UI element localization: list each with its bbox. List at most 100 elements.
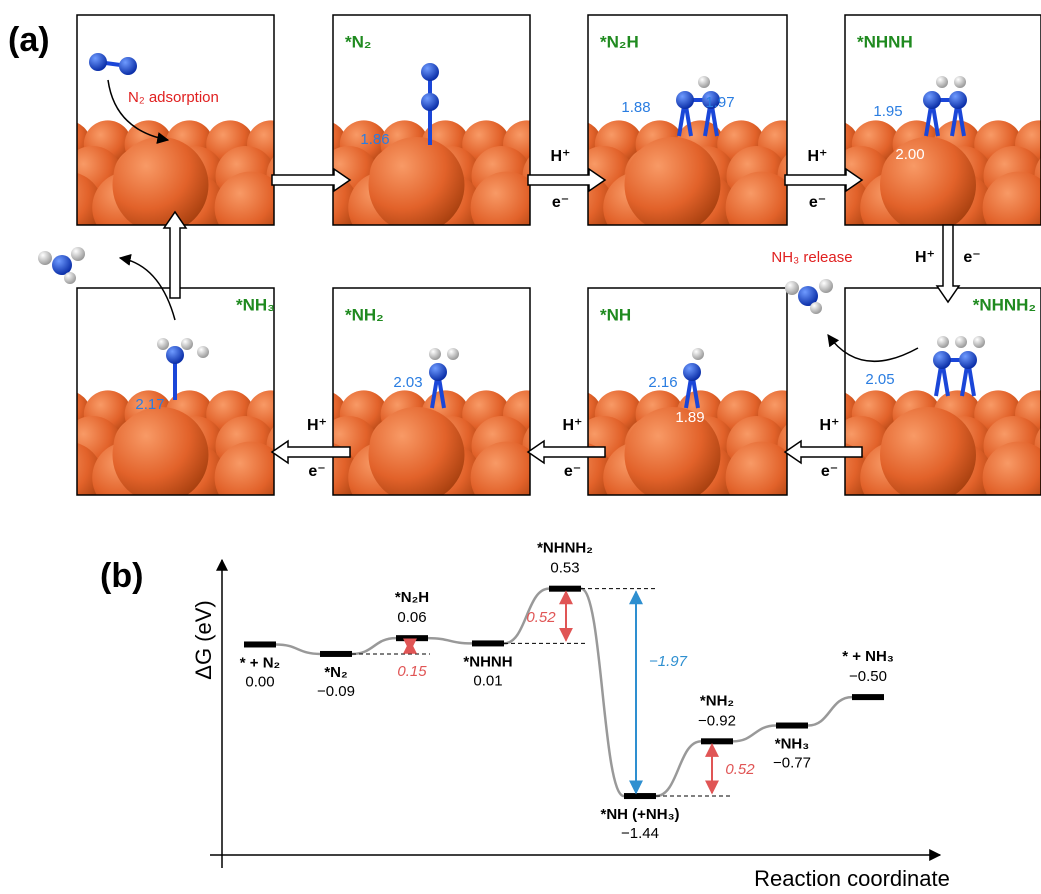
bond-length: 1.88 xyxy=(621,99,650,116)
state-title: *NHNH₂ xyxy=(973,295,1036,314)
n-atom xyxy=(421,93,439,111)
energy-level xyxy=(624,793,656,799)
n-atom xyxy=(933,351,951,369)
h-atom xyxy=(819,279,833,293)
connector xyxy=(656,741,701,796)
proton-label: H⁺ xyxy=(563,417,583,434)
figure: (a) (b) N₂ adsorption*N₂1.86*N₂H1.881.97… xyxy=(0,0,1041,894)
cu-atom xyxy=(625,137,721,233)
energy-level xyxy=(244,641,276,647)
proton-label: H⁺ xyxy=(808,148,828,165)
connector xyxy=(733,726,776,742)
state-label: *NHNH₂ xyxy=(537,540,593,557)
n-atom xyxy=(421,63,439,81)
bond-length: 1.97 xyxy=(705,94,734,111)
state-title: *N₂ xyxy=(345,32,371,51)
process-arrow xyxy=(528,169,605,191)
h-atom xyxy=(71,247,85,261)
n-atom xyxy=(683,363,701,381)
bond-length: 2.00 xyxy=(895,146,924,163)
cu-atom xyxy=(369,137,465,233)
process-arrow xyxy=(164,212,186,298)
h-atom xyxy=(181,338,193,350)
barrier-label: −1.97 xyxy=(649,653,688,670)
bond-length: 1.86 xyxy=(360,131,389,148)
state-label: *N₂ xyxy=(324,664,347,681)
bond-length: 1.89 xyxy=(675,409,704,426)
h-atom xyxy=(955,336,967,348)
structure-panel xyxy=(799,15,1041,244)
process-arrow xyxy=(785,169,862,191)
energy-level xyxy=(472,640,504,646)
h-atom xyxy=(810,302,822,314)
state-label: *NH₃ xyxy=(775,735,810,752)
n-atom xyxy=(429,363,447,381)
h-atom xyxy=(64,272,76,284)
x-axis-title: Reaction coordinate xyxy=(754,866,950,891)
state-title: *N₂H xyxy=(600,32,639,51)
n-atom xyxy=(949,91,967,109)
electron-label: e⁻ xyxy=(809,194,826,211)
h-atom xyxy=(936,76,948,88)
energy-level xyxy=(549,586,581,592)
barrier-label: 0.15 xyxy=(397,663,427,680)
n-atom xyxy=(119,57,137,75)
electron-label: e⁻ xyxy=(821,463,838,480)
state-label: * + N₂ xyxy=(240,654,280,671)
cu-atom xyxy=(288,120,336,168)
energy-level xyxy=(396,635,428,641)
h-atom xyxy=(954,76,966,88)
cu-atom xyxy=(880,137,976,233)
connector xyxy=(808,697,852,725)
h-atom xyxy=(157,338,169,350)
connector xyxy=(581,589,624,796)
state-label: *NH₂ xyxy=(700,692,734,709)
proton-label: H⁺ xyxy=(915,249,935,266)
proton-label: H⁺ xyxy=(820,417,840,434)
n-atom xyxy=(923,91,941,109)
annotation: N₂ adsorption xyxy=(128,89,219,106)
cu-atom xyxy=(625,407,721,503)
state-label: *NH (+NH₃) xyxy=(600,806,679,823)
process-arrow xyxy=(937,225,959,302)
cu-atom xyxy=(113,407,209,503)
energy-level xyxy=(852,694,884,700)
y-axis-title: ΔG (eV) xyxy=(191,600,216,679)
state-title: *NH xyxy=(600,305,631,324)
barrier-label: 0.52 xyxy=(725,761,755,778)
h-atom xyxy=(447,348,459,360)
state-label: *N₂H xyxy=(395,589,429,606)
connector xyxy=(276,644,320,653)
annotation: NH₃ release xyxy=(771,249,852,266)
h-atom xyxy=(429,348,441,360)
value-label: −0.77 xyxy=(773,754,811,771)
state-label: *NHNH xyxy=(463,653,512,670)
proton-label: H⁺ xyxy=(307,417,327,434)
n-atom xyxy=(52,255,72,275)
value-label: 0.01 xyxy=(473,672,502,689)
connector xyxy=(352,638,396,654)
process-arrow xyxy=(272,169,350,191)
curved-arrow xyxy=(120,258,175,320)
value-label: −0.92 xyxy=(698,712,736,729)
value-label: −1.44 xyxy=(621,825,659,842)
electron-label: e⁻ xyxy=(552,194,569,211)
cu-atom xyxy=(880,407,976,503)
value-label: 0.00 xyxy=(245,673,274,690)
panel-label: (a) xyxy=(8,21,50,59)
energy-level xyxy=(776,723,808,729)
n-atom xyxy=(676,91,694,109)
electron-label: e⁻ xyxy=(963,249,980,266)
bond-length: 2.17 xyxy=(135,396,164,413)
electron-label: e⁻ xyxy=(308,463,325,480)
bond-length: 1.95 xyxy=(873,103,902,120)
h-atom xyxy=(937,336,949,348)
n-atom xyxy=(166,346,184,364)
state-title: *NHNH xyxy=(857,32,913,51)
state-title: *NH₂ xyxy=(345,305,384,324)
bond-length: 2.05 xyxy=(865,371,894,388)
value-label: −0.50 xyxy=(849,668,887,685)
h-atom xyxy=(197,346,209,358)
h-atom xyxy=(973,336,985,348)
value-label: −0.09 xyxy=(317,683,355,700)
